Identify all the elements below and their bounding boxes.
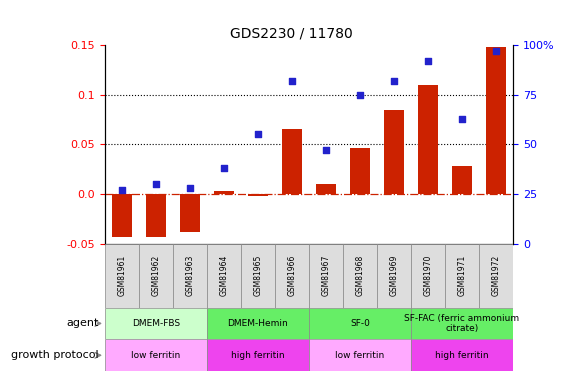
- Text: high ferritin: high ferritin: [436, 351, 489, 360]
- Bar: [105, 244, 139, 308]
- Bar: [241, 244, 275, 308]
- Text: GSM81961: GSM81961: [117, 255, 127, 296]
- Text: GDS2230 / 11780: GDS2230 / 11780: [230, 26, 353, 40]
- Point: [321, 147, 331, 153]
- Bar: [282, 129, 302, 194]
- Text: GSM81962: GSM81962: [152, 255, 160, 296]
- Bar: [486, 47, 506, 194]
- Text: GSM81969: GSM81969: [389, 255, 399, 296]
- Bar: [207, 339, 309, 371]
- Bar: [411, 308, 513, 339]
- Bar: [309, 244, 343, 308]
- Text: GSM81972: GSM81972: [491, 255, 501, 296]
- Text: growth protocol: growth protocol: [12, 350, 99, 360]
- Bar: [350, 148, 370, 194]
- Bar: [316, 184, 336, 194]
- Point: [389, 78, 399, 84]
- Text: SF-0: SF-0: [350, 319, 370, 328]
- Text: DMEM-Hemin: DMEM-Hemin: [227, 319, 289, 328]
- Point: [253, 132, 262, 138]
- Bar: [411, 339, 513, 371]
- Bar: [146, 194, 166, 237]
- Point: [491, 48, 501, 54]
- Text: low ferritin: low ferritin: [335, 351, 385, 360]
- Text: GSM81968: GSM81968: [356, 255, 364, 296]
- Bar: [445, 244, 479, 308]
- Bar: [105, 339, 207, 371]
- Text: GSM81966: GSM81966: [287, 255, 297, 296]
- Bar: [207, 308, 309, 339]
- Bar: [309, 308, 411, 339]
- Bar: [207, 244, 241, 308]
- Text: DMEM-FBS: DMEM-FBS: [132, 319, 180, 328]
- Text: low ferritin: low ferritin: [131, 351, 181, 360]
- Bar: [479, 244, 513, 308]
- Point: [151, 181, 160, 187]
- Bar: [180, 194, 200, 232]
- Bar: [139, 244, 173, 308]
- Text: high ferritin: high ferritin: [231, 351, 285, 360]
- Point: [117, 187, 127, 193]
- Text: GSM81970: GSM81970: [423, 255, 433, 296]
- Bar: [377, 244, 411, 308]
- Bar: [411, 244, 445, 308]
- Bar: [343, 244, 377, 308]
- Bar: [452, 166, 472, 194]
- Point: [185, 185, 195, 191]
- Text: SF-FAC (ferric ammonium
citrate): SF-FAC (ferric ammonium citrate): [405, 314, 519, 333]
- Bar: [275, 244, 309, 308]
- Bar: [105, 308, 207, 339]
- Point: [423, 58, 433, 64]
- Text: GSM81971: GSM81971: [458, 255, 466, 296]
- Bar: [173, 244, 207, 308]
- Bar: [248, 194, 268, 196]
- Text: GSM81967: GSM81967: [321, 255, 331, 296]
- Text: GSM81965: GSM81965: [254, 255, 262, 296]
- Bar: [214, 191, 234, 194]
- Text: agent: agent: [66, 318, 99, 328]
- Text: GSM81963: GSM81963: [185, 255, 195, 296]
- Point: [355, 92, 365, 98]
- Bar: [418, 85, 438, 194]
- Text: GSM81964: GSM81964: [219, 255, 229, 296]
- Point: [287, 78, 297, 84]
- Bar: [384, 110, 404, 194]
- Bar: [309, 339, 411, 371]
- Point: [457, 116, 466, 122]
- Point: [219, 165, 229, 171]
- Bar: [112, 194, 132, 237]
